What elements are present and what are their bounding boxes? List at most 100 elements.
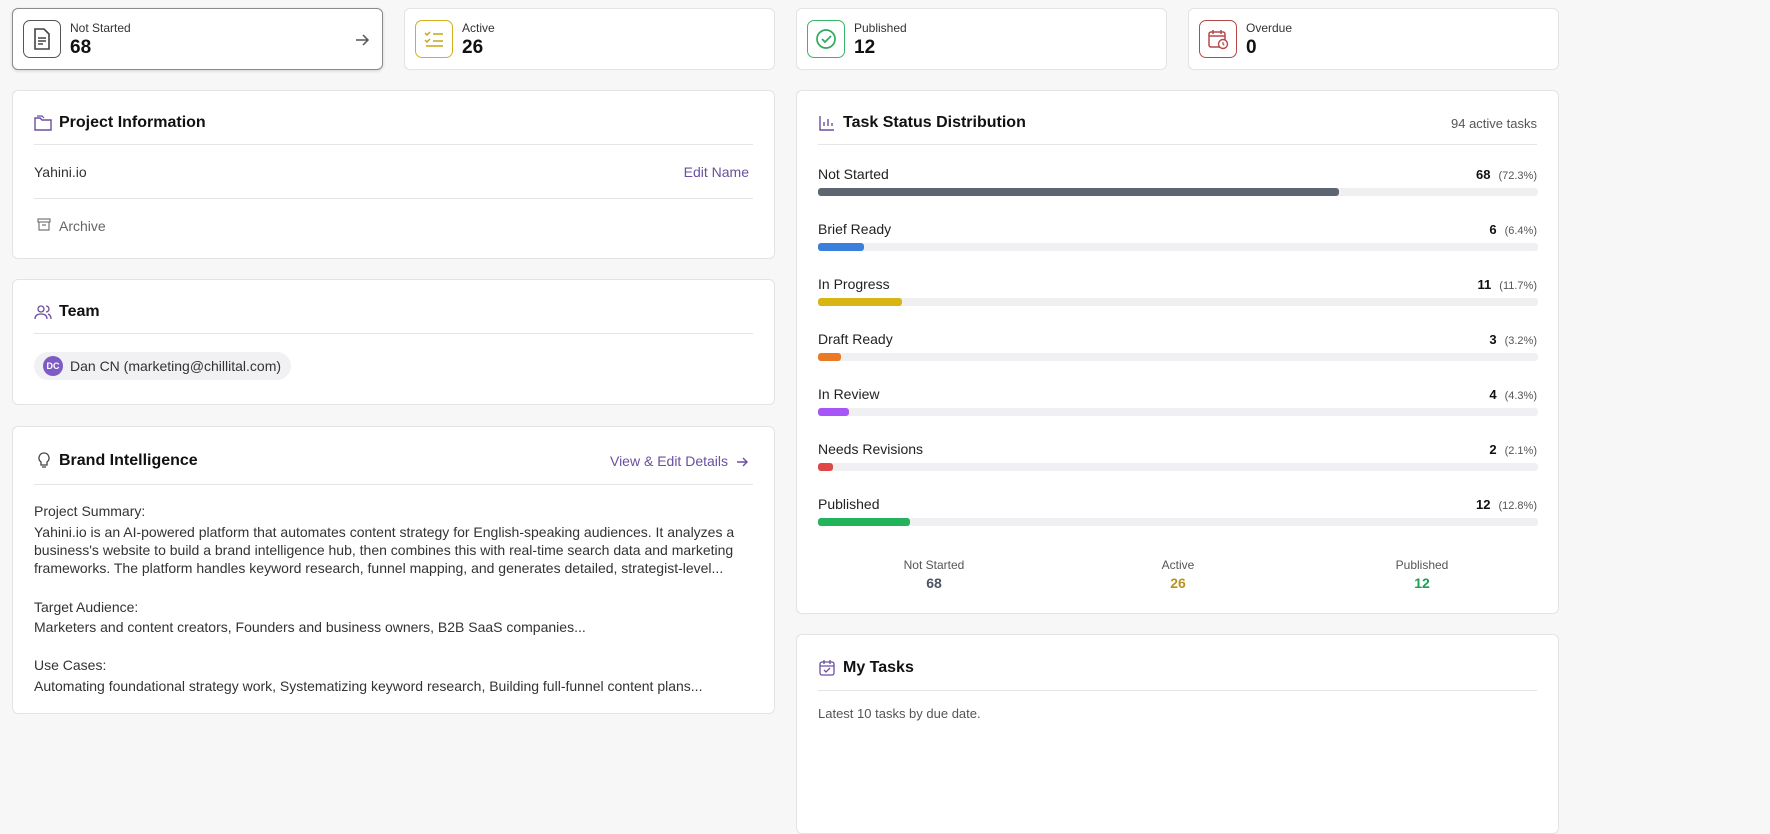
summary-value: 68 bbox=[926, 575, 942, 591]
team-card: Team DC Dan CN (marketing@chillital.com) bbox=[12, 279, 775, 405]
brand-card: Brand Intelligence View & Edit Details P… bbox=[12, 426, 775, 714]
divider bbox=[34, 333, 753, 334]
summary-label: Active bbox=[1161, 558, 1195, 572]
archive-button[interactable]: Archive bbox=[59, 218, 106, 234]
bar bbox=[818, 463, 834, 471]
stat-card[interactable]: Not Started 68 bbox=[12, 8, 383, 70]
stat-value: 12 bbox=[854, 37, 876, 58]
divider bbox=[818, 690, 1537, 691]
stat-value: 68 bbox=[70, 37, 92, 58]
status-numbers: 2 (2.1%) bbox=[1489, 442, 1537, 457]
status-numbers: 11 (11.7%) bbox=[1478, 277, 1537, 292]
bar bbox=[818, 518, 911, 526]
stat-card[interactable]: Active 26 bbox=[404, 8, 775, 70]
status-percent: (6.4%) bbox=[1504, 225, 1537, 237]
card-title: My Tasks bbox=[843, 659, 914, 676]
arrow-icon bbox=[737, 457, 748, 467]
divider bbox=[34, 484, 753, 485]
view-edit-link[interactable]: View & Edit Details bbox=[609, 453, 728, 469]
card-title: Task Status Distribution bbox=[843, 114, 1026, 131]
status-percent: (11.7%) bbox=[1499, 280, 1537, 292]
stat-value: 26 bbox=[462, 37, 484, 58]
status-percent: (72.3%) bbox=[1498, 170, 1537, 182]
archive-icon bbox=[37, 218, 51, 231]
arrow-icon bbox=[356, 34, 370, 46]
status-name: In Progress bbox=[818, 276, 890, 292]
checklist-icon bbox=[424, 31, 443, 47]
stat-label: Published bbox=[854, 21, 907, 35]
status-name: Needs Revisions bbox=[818, 441, 924, 457]
status-numbers: 12 (12.8%) bbox=[1476, 497, 1537, 512]
stat-icon bbox=[1199, 20, 1237, 58]
summary-item: Published 12 bbox=[1342, 558, 1502, 591]
calendar-icon bbox=[1208, 30, 1229, 50]
stat-value: 0 bbox=[1246, 37, 1257, 58]
bar-track bbox=[818, 353, 1538, 361]
my-tasks-card: My Tasks Latest 10 tasks by due date. bbox=[796, 634, 1559, 834]
folder-icon bbox=[34, 115, 52, 131]
section-heading: Target Audience: bbox=[34, 599, 139, 615]
status-name: Draft Ready bbox=[818, 331, 893, 347]
summary-item: Not Started 68 bbox=[854, 558, 1014, 591]
status-count: 68 bbox=[1476, 167, 1491, 182]
status-count: 4 bbox=[1489, 387, 1497, 402]
bar-track bbox=[818, 463, 1538, 471]
summary-label: Not Started bbox=[903, 558, 965, 572]
card-subtitle: Latest 10 tasks by due date. bbox=[818, 706, 981, 721]
stat-label: Active bbox=[462, 21, 495, 35]
bar-track bbox=[818, 243, 1538, 251]
check-icon bbox=[816, 29, 836, 49]
status-percent: (12.8%) bbox=[1498, 500, 1537, 512]
card-title: Project Information bbox=[59, 114, 206, 131]
status-count: 3 bbox=[1489, 332, 1497, 347]
body: Not Started 68 Active 26 Published 12 Ov… bbox=[12, 8, 1559, 834]
status-name: In Review bbox=[818, 386, 880, 402]
status-numbers: 4 (4.3%) bbox=[1489, 387, 1537, 402]
status-percent: (2.1%) bbox=[1504, 445, 1537, 457]
section-text: Yahini.io is an AI-powered platform that… bbox=[34, 524, 735, 576]
summary-value: 12 bbox=[1414, 575, 1430, 591]
status-name: Not Started bbox=[818, 166, 889, 182]
section-text: Automating foundational strategy work, S… bbox=[34, 678, 703, 694]
project-name: Yahini.io bbox=[34, 164, 87, 180]
summary-item: Active 26 bbox=[1098, 558, 1258, 591]
section-text: Marketers and content creators, Founders… bbox=[34, 619, 586, 635]
card-subtitle: 94 active tasks bbox=[1451, 116, 1537, 131]
section-heading: Project Summary: bbox=[34, 503, 146, 519]
bar bbox=[818, 353, 842, 361]
status-name: Brief Ready bbox=[818, 221, 892, 237]
section-heading: Use Cases: bbox=[34, 657, 107, 673]
member-chip: DC Dan CN (marketing@chillital.com) bbox=[34, 352, 292, 380]
status-count: 11 bbox=[1477, 277, 1492, 292]
divider bbox=[34, 198, 753, 199]
edit-name-link[interactable]: Edit Name bbox=[683, 164, 749, 180]
card-title: Brand Intelligence bbox=[59, 452, 198, 469]
bar bbox=[818, 298, 903, 306]
status-count: 12 bbox=[1476, 497, 1491, 512]
status-count: 2 bbox=[1489, 442, 1497, 457]
calendar-icon bbox=[819, 660, 835, 676]
page: Project Dashboard {"stats": [ {"label": … bbox=[12, 8, 1559, 834]
chart-icon bbox=[819, 116, 834, 131]
bar-track bbox=[818, 518, 1538, 526]
member-label: Dan CN (marketing@chillital.com) bbox=[70, 358, 282, 374]
stat-card[interactable]: Published 12 bbox=[796, 8, 1167, 70]
avatar: DC bbox=[43, 356, 63, 376]
bar bbox=[818, 408, 849, 416]
stat-icon bbox=[23, 20, 61, 58]
stat-icon bbox=[807, 20, 845, 58]
stat-label: Not Started bbox=[70, 21, 131, 35]
status-count: 6 bbox=[1489, 222, 1497, 237]
status-numbers: 6 (6.4%) bbox=[1489, 222, 1537, 237]
status-numbers: 3 (3.2%) bbox=[1489, 332, 1537, 347]
bar-track bbox=[818, 188, 1538, 196]
summary-value: 26 bbox=[1170, 575, 1186, 591]
divider bbox=[818, 144, 1537, 145]
doc-icon bbox=[34, 28, 50, 50]
status-percent: (4.3%) bbox=[1504, 390, 1537, 402]
stat-card[interactable]: Overdue 0 bbox=[1188, 8, 1559, 70]
bar bbox=[818, 243, 865, 251]
stat-label: Overdue bbox=[1246, 21, 1293, 35]
status-numbers: 68 (72.3%) bbox=[1476, 167, 1537, 182]
status-card: Task Status Distribution 94 active tasks… bbox=[796, 90, 1559, 614]
